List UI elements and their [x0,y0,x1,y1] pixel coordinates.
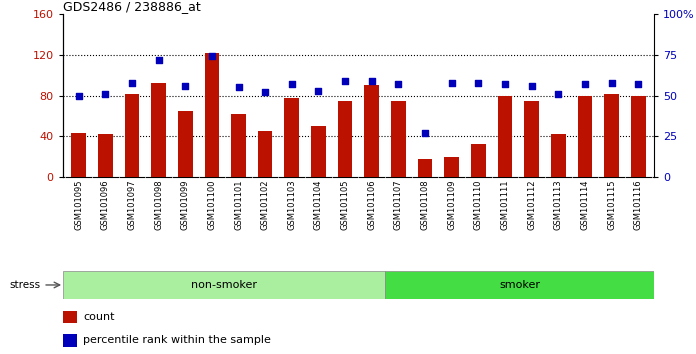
Text: GSM101111: GSM101111 [500,180,509,230]
Point [606,80,617,85]
Bar [125,93,139,177]
Text: stress: stress [9,280,40,290]
Text: GSM101102: GSM101102 [261,180,269,230]
Text: GSM101114: GSM101114 [580,180,590,230]
Text: GSM101105: GSM101105 [340,180,349,230]
Point [500,81,511,87]
Text: GSM101103: GSM101103 [287,180,296,230]
Bar [578,96,592,177]
Text: percentile rank within the sample: percentile rank within the sample [84,335,271,345]
Text: GSM101106: GSM101106 [367,180,377,230]
Text: GSM101108: GSM101108 [420,180,429,230]
Point [206,54,217,59]
Bar [63,334,77,347]
Text: GDS2486 / 238886_at: GDS2486 / 238886_at [63,0,200,13]
Bar [524,101,539,177]
Text: GSM101098: GSM101098 [154,180,163,230]
Bar [205,53,219,177]
Text: GSM101107: GSM101107 [394,180,403,230]
Bar [311,126,326,177]
Bar [285,98,299,177]
Text: GSM101099: GSM101099 [181,180,190,230]
Bar [391,101,406,177]
Bar [444,156,459,177]
Point [446,80,457,85]
Bar [631,96,646,177]
Text: smoker: smoker [499,280,540,290]
Point [553,91,564,97]
Point [260,90,271,95]
Text: GSM101100: GSM101100 [207,180,216,230]
Text: GSM101115: GSM101115 [607,180,616,230]
Point [153,57,164,63]
Bar [418,159,432,177]
Bar [471,144,486,177]
Bar [178,111,193,177]
Bar [551,134,566,177]
Point [100,91,111,97]
Bar [386,271,654,299]
Bar [71,133,86,177]
Point [473,80,484,85]
Bar [63,271,386,299]
Bar [98,134,113,177]
Bar [231,114,246,177]
Text: count: count [84,312,115,322]
Point [233,85,244,90]
Point [286,81,297,87]
Point [340,78,351,84]
Point [366,78,377,84]
Text: GSM101097: GSM101097 [127,180,136,230]
Text: GSM101101: GSM101101 [234,180,243,230]
Point [393,81,404,87]
Bar [151,84,166,177]
Point [127,80,138,85]
Text: GSM101109: GSM101109 [448,180,456,230]
Point [313,88,324,93]
Bar [63,311,77,323]
Text: GSM101116: GSM101116 [634,180,642,230]
Point [420,130,431,136]
Text: GSM101113: GSM101113 [554,180,563,230]
Bar [258,131,273,177]
Point [180,83,191,88]
Bar [365,85,379,177]
Point [633,81,644,87]
Bar [498,96,512,177]
Point [73,93,84,98]
Text: GSM101096: GSM101096 [101,180,110,230]
Text: non-smoker: non-smoker [191,280,257,290]
Bar [338,101,352,177]
Text: GSM101112: GSM101112 [527,180,536,230]
Point [526,83,537,88]
Text: GSM101110: GSM101110 [474,180,483,230]
Text: GSM101095: GSM101095 [74,180,83,230]
Point [579,81,590,87]
Text: GSM101104: GSM101104 [314,180,323,230]
Bar [604,93,619,177]
